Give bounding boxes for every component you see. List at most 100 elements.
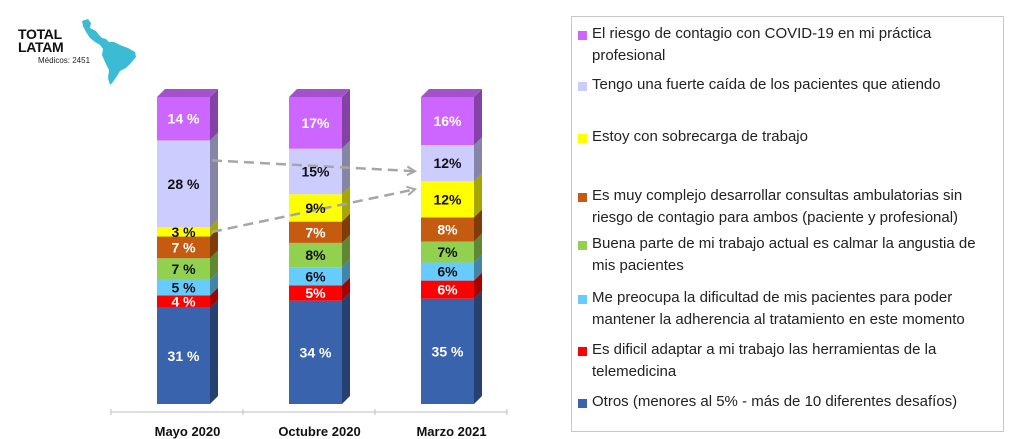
legend-swatch-icon: [578, 399, 587, 408]
legend-item: Es muy complejo desarrollar consultas am…: [578, 185, 998, 229]
bar-segment-side: [342, 234, 350, 268]
bar-top: [289, 89, 350, 97]
logo-title-line1: TOTAL: [18, 26, 62, 42]
data-label: 6%: [437, 264, 458, 280]
legend-label: Buena parte de mi trabajo actual es calm…: [592, 235, 976, 252]
bar-segment: [421, 97, 474, 146]
data-label: 3 %: [171, 224, 196, 240]
data-label: 9%: [305, 200, 326, 216]
legend-swatch-icon: [578, 241, 587, 250]
legend-label-continued: mis pacientes: [592, 257, 684, 274]
bar-segment: [157, 258, 210, 280]
bar-segment: [157, 227, 210, 237]
bar-segment: [157, 307, 210, 404]
stacked-bar-chart: 31 %4 %5 %7 %7 %3 %28 %14 %34 %5%6%8%7%9…: [110, 89, 508, 439]
bar-segment: [289, 242, 342, 268]
data-label: 7 %: [171, 261, 196, 277]
data-label: 15%: [301, 163, 330, 179]
legend-label: Me preocupa la dificultad de mis pacient…: [592, 289, 953, 306]
data-label: 8%: [437, 221, 458, 237]
data-label: 7 %: [171, 239, 196, 255]
bar-segment: [421, 241, 474, 263]
legend-item: Estoy con sobrecarga de trabajo: [578, 126, 998, 148]
bar-segment: [289, 97, 342, 149]
trend-arrow-line: [211, 159, 416, 173]
data-label: 35 %: [432, 343, 464, 359]
x-tick-label: Mayo 2020: [155, 424, 221, 439]
bar-segment-side: [474, 272, 482, 299]
data-label: 12%: [433, 155, 462, 171]
bar-segment-side: [210, 219, 218, 237]
bar-segment: [421, 280, 474, 299]
data-label: 28 %: [168, 176, 200, 192]
bar-segment: [289, 221, 342, 243]
bar-segment-side: [342, 277, 350, 301]
x-tick-label: Octubre 2020: [278, 424, 360, 439]
bar-segment-side: [474, 233, 482, 263]
legend-swatch-icon: [578, 82, 587, 91]
bar-segment: [421, 262, 474, 281]
bar-segment: [289, 194, 342, 222]
bar-segment-side: [210, 299, 218, 404]
data-label: 5 %: [171, 280, 196, 296]
legend-label: Estoy con sobrecarga de trabajo: [592, 128, 808, 145]
legend-item: Es dificil adaptar a mi trabajo las herr…: [578, 339, 998, 383]
bar-segment-side: [342, 292, 350, 404]
legend-label-continued: mantener la adherencia al tratamiento en…: [592, 311, 965, 328]
data-label: 31 %: [168, 348, 200, 364]
legend-swatch-icon: [578, 193, 587, 202]
bar-segment-side: [210, 132, 218, 228]
legend-item: Me preocupa la dificultad de mis pacient…: [578, 287, 998, 331]
data-label: 12%: [433, 191, 462, 207]
legend-label-continued: profesional: [592, 47, 666, 64]
bar-segment-side: [210, 271, 218, 296]
data-label: 14 %: [168, 111, 200, 127]
bar-segment: [157, 295, 210, 308]
legend: El riesgo de contagio con COVID-19 en mi…: [571, 16, 1004, 432]
bar-segment-side: [474, 173, 482, 218]
latin-america-map-icon: [82, 19, 136, 85]
bar-segment-side: [342, 89, 350, 149]
bar-segment: [157, 236, 210, 259]
data-label: 7%: [305, 224, 326, 240]
bar-segment-side: [474, 290, 482, 404]
bar-segment: [421, 217, 474, 242]
bar-segment: [289, 285, 342, 301]
trend-arrow-line: [211, 188, 416, 234]
legend-item: El riesgo de contagio con COVID-19 en mi…: [578, 23, 998, 67]
trend-arrow-head: [406, 185, 418, 196]
legend-swatch-icon: [578, 295, 587, 304]
bar-segment-side: [474, 89, 482, 146]
bar-top: [421, 89, 482, 97]
legend-label: Otros (menores al 5% - más de 10 diferen…: [592, 393, 958, 410]
bar-segment-side: [342, 259, 350, 286]
bar-segment-side: [342, 213, 350, 243]
sample-size-label: Médicos: 2451: [38, 56, 91, 65]
bar-segment-side: [474, 209, 482, 242]
bar-segment-side: [474, 137, 482, 182]
bar-segment: [421, 145, 474, 182]
bar-segment: [421, 298, 474, 404]
data-label: 16%: [433, 113, 462, 129]
data-label: 5%: [305, 285, 326, 301]
legend-label: El riesgo de contagio con COVID-19 en mi…: [592, 25, 932, 42]
legend-swatch-icon: [578, 31, 587, 40]
x-tick-label: Marzo 2021: [416, 424, 486, 439]
logo-title-line2: LATAM: [18, 39, 64, 55]
data-label: 34 %: [300, 344, 332, 360]
bar-segment-side: [210, 228, 218, 259]
bar-segment: [157, 140, 210, 228]
legend-label-continued: riesgo de contagio para ambos (paciente …: [592, 209, 959, 226]
legend-swatch-icon: [578, 347, 587, 356]
bar-segment-side: [474, 254, 482, 281]
data-label: 17%: [301, 115, 330, 131]
legend-item: Buena parte de mi trabajo actual es calm…: [578, 233, 998, 277]
bar-segment: [289, 148, 342, 195]
data-label: 8%: [305, 247, 326, 263]
data-label: 6%: [305, 268, 326, 284]
bar-segment-side: [210, 287, 218, 308]
logo-block: TOTAL LATAM Médicos: 2451: [18, 26, 91, 65]
legend-label: Tengo una fuerte caída de los pacientes …: [592, 76, 941, 93]
bar-segment-side: [210, 250, 218, 280]
bar-segment: [157, 97, 210, 141]
